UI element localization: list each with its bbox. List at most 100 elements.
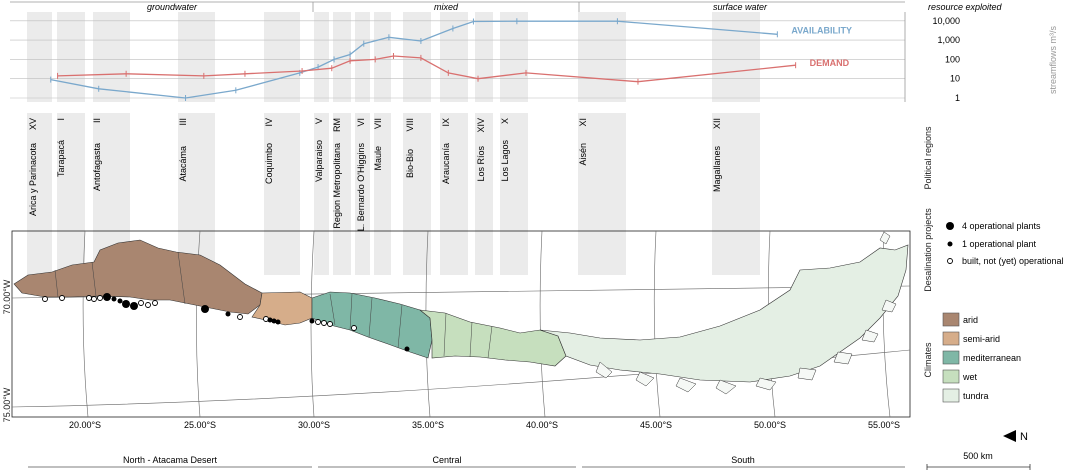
legend-4-plants-label: 4 operational plants <box>962 221 1041 231</box>
legend-built-label: built, not (yet) operational <box>962 256 1064 266</box>
band-chart-0 <box>27 12 52 102</box>
region-number: VI <box>356 118 366 127</box>
y-tick-label: 10,000 <box>932 16 960 26</box>
legend-1-plant-label: 1 operational plant <box>962 239 1037 249</box>
band-region-9 <box>403 113 431 275</box>
climate-label-wet: wet <box>962 372 978 382</box>
y-tick-label: 1 <box>955 93 960 103</box>
climate-label-arid: arid <box>963 315 978 325</box>
plant-1-operational <box>404 346 410 352</box>
plant-4-operational <box>201 305 209 313</box>
mixed-label: mixed <box>434 2 459 12</box>
band-chart-4 <box>264 12 300 102</box>
legend-4-plants-marker <box>946 222 954 230</box>
region-name: Region Metropolitana <box>332 143 342 229</box>
legend-built-marker <box>947 258 953 264</box>
region-name: Antofagasta <box>92 143 102 191</box>
plant-built-not-operational <box>145 302 151 308</box>
y-axis-label: streamflows m³/s <box>1048 26 1058 95</box>
lon-label-50: 50.00°S <box>754 420 786 430</box>
region-number: X <box>500 118 510 124</box>
band-chart-13 <box>578 12 626 102</box>
resource-header: groundwater mixed surface water resource… <box>10 1 1003 12</box>
plant-built-not-operational <box>91 296 97 302</box>
lon-label-45: 45.00°S <box>640 420 672 430</box>
region-name: Los Ríos <box>476 146 486 182</box>
band-region-11 <box>475 113 493 275</box>
plant-built-not-operational <box>97 295 103 301</box>
band-region-1 <box>57 113 85 275</box>
region-number: IV <box>264 118 274 127</box>
legend-1-plant-marker <box>947 241 953 247</box>
climate-swatch-arid <box>942 312 960 327</box>
series-label-availability: AVAILABILITY <box>791 25 852 35</box>
plant-built-not-operational <box>86 295 92 301</box>
region-number: III <box>178 118 188 126</box>
band-region-12 <box>500 113 528 275</box>
zone-south: South <box>731 455 755 465</box>
plant-1-operational <box>271 318 277 324</box>
lon-label-25: 25.00°S <box>184 420 216 430</box>
plant-built-not-operational <box>315 319 321 325</box>
region-name: Arica y Parinacota <box>28 143 38 216</box>
band-chart-11 <box>475 12 493 102</box>
plant-1-operational <box>111 296 117 302</box>
climate-label-semi-arid: semi-arid <box>963 334 1000 344</box>
plant-4-operational <box>122 300 130 308</box>
y-tick-label: 10 <box>950 74 960 84</box>
region-borders <box>54 251 493 359</box>
region-number: RM <box>332 118 342 132</box>
band-region-14 <box>712 113 760 275</box>
zone-north: North - Atacama Desert <box>123 455 218 465</box>
plant-built-not-operational <box>237 314 243 320</box>
region-number: XV <box>28 118 38 130</box>
region-name: Valparaiso <box>314 140 324 182</box>
southern-islands <box>595 231 897 395</box>
land <box>13 239 909 383</box>
region-name: Araucanía <box>441 143 451 184</box>
map: 70.00°W 75.00°W 20.00°S 25.00°S 30.00°S … <box>2 230 911 430</box>
surface-water-label: surface water <box>713 2 768 12</box>
north-arrow-icon <box>1003 430 1016 442</box>
band-region-6 <box>333 113 351 275</box>
plant-4-operational <box>130 302 138 310</box>
chart-series <box>50 18 797 101</box>
band-region-4 <box>264 113 300 275</box>
region-number: V <box>314 118 324 124</box>
plant-built-not-operational <box>59 295 65 301</box>
band-region-3 <box>178 113 215 275</box>
region-number: II <box>92 118 102 123</box>
desalination-legend: Desalination projects 4 operational plan… <box>923 208 1064 292</box>
plant-1-operational <box>309 318 315 324</box>
region-number: VII <box>373 118 383 129</box>
scale-label: 500 km <box>963 451 993 461</box>
political-regions-title: Political regions <box>923 126 933 190</box>
region-number: XII <box>712 118 722 129</box>
lon-label-20: 20.00°S <box>69 420 101 430</box>
climate-label-tundra: tundra <box>963 391 989 401</box>
wet-zone <box>418 309 567 367</box>
series-labels: AVAILABILITY DEMAND <box>791 25 852 68</box>
plant-4-operational <box>103 293 111 301</box>
region-name: Maule <box>373 146 383 171</box>
climate-swatch-semi-arid <box>942 331 960 346</box>
plant-built-not-operational <box>351 325 357 331</box>
climate-swatch-wet <box>942 369 960 384</box>
plant-built-not-operational <box>42 296 48 302</box>
band-chart-5 <box>314 12 329 102</box>
zone-bar: North - Atacama Desert Central South <box>28 455 905 468</box>
plant-1-operational <box>117 298 123 304</box>
north-arrow: N <box>1003 430 1028 443</box>
region-number: XI <box>578 118 588 127</box>
band-chart-10 <box>440 12 468 102</box>
lon-label-55: 55.00°S <box>868 420 900 430</box>
region-number: VIII <box>405 118 415 132</box>
climate-swatch-mediterranean <box>942 350 960 365</box>
band-chart-14 <box>712 12 760 102</box>
scale-bar: 500 km <box>926 451 1031 470</box>
north-label: N <box>1020 431 1028 443</box>
band-region-8 <box>374 113 391 275</box>
streamflow-chart: 10,000 1,000 100 10 1 streamflows m³/s AVAIL… <box>10 12 1058 103</box>
